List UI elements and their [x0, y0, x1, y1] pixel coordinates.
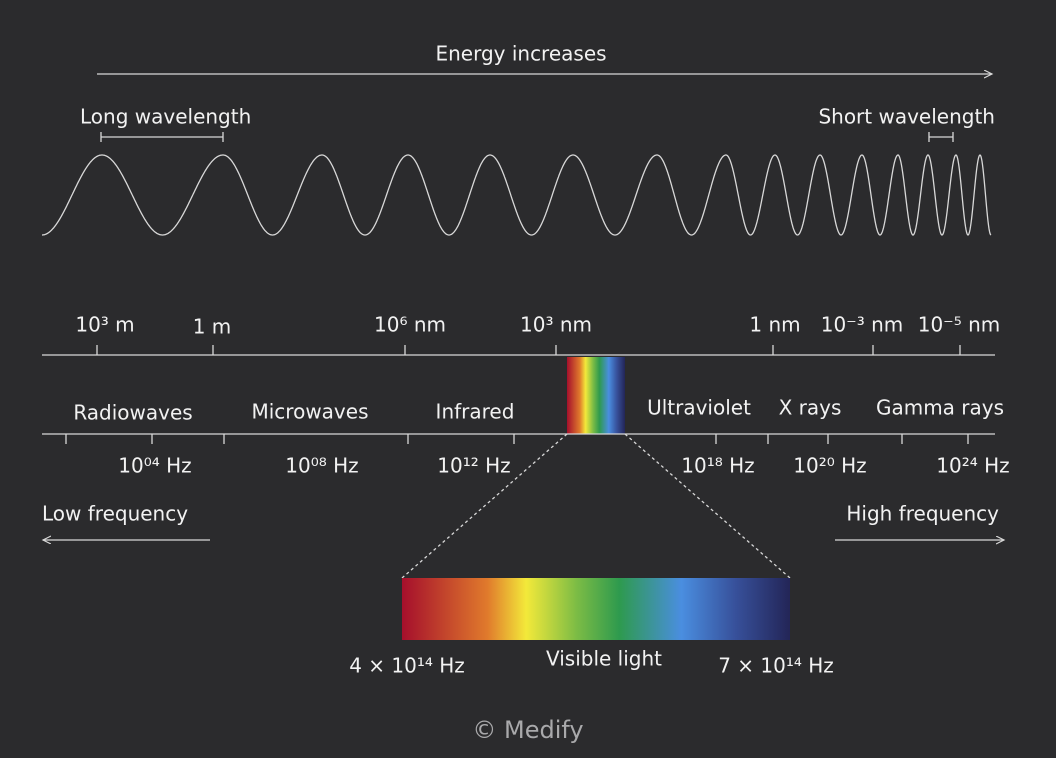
band-label: Gamma rays	[876, 396, 1004, 420]
wavelength-label: 1 m	[193, 315, 232, 339]
frequency-label: 10⁰⁸ Hz	[285, 454, 358, 478]
wavelength-label: 10⁻⁵ nm	[918, 313, 1001, 337]
zoom-lines	[401, 433, 791, 579]
band-label: Radiowaves	[73, 401, 192, 425]
short-bracket	[928, 132, 954, 142]
visible-spectrum	[402, 578, 790, 640]
visible-low: 4 × 10¹⁴ Hz	[349, 654, 465, 678]
frequency-label: 10¹⁸ Hz	[681, 454, 754, 478]
visible-label: Visible light	[546, 647, 662, 671]
low-frequency: Low frequency	[42, 502, 188, 526]
spectrum-band	[567, 357, 625, 434]
visible-high: 7 × 10¹⁴ Hz	[718, 654, 834, 678]
frequency-label: 10¹² Hz	[437, 454, 510, 478]
band-label: Ultraviolet	[647, 396, 751, 420]
band-label: Infrared	[436, 400, 515, 424]
wavelength-label: 10⁶ nm	[374, 313, 446, 337]
frequency-label: 10²⁰ Hz	[793, 454, 866, 478]
frequency-label: 10²⁴ Hz	[936, 454, 1009, 478]
wavelength-label: 1 nm	[749, 313, 800, 337]
wavelength-label: 10³ m	[75, 313, 134, 337]
wavelength-label: 10⁻³ nm	[821, 313, 904, 337]
wavelength-ticks	[96, 345, 961, 355]
wavelength-label: 10³ nm	[520, 313, 592, 337]
high-frequency: High frequency	[846, 502, 999, 526]
short-wavelength: Short wavelength	[818, 105, 995, 129]
long-bracket	[100, 132, 224, 142]
footer: © Medify	[472, 716, 583, 744]
frequency-ticks	[65, 434, 969, 444]
wave	[42, 154, 992, 236]
band-label: X rays	[779, 396, 842, 420]
band-label: Microwaves	[251, 400, 368, 424]
energy-label: Energy increases	[435, 42, 606, 66]
long-wavelength: Long wavelength	[80, 105, 251, 129]
frequency-label: 10⁰⁴ Hz	[118, 454, 191, 478]
